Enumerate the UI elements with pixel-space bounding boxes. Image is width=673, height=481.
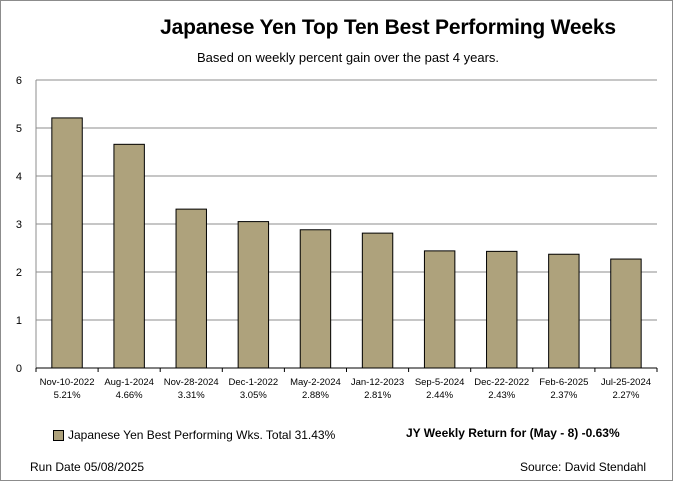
bar: [51, 117, 83, 369]
source-credit: Source: David Stendahl: [520, 460, 647, 474]
bar: [237, 221, 270, 369]
bar: [361, 232, 394, 369]
run-date: Run Date 05/08/2025: [30, 460, 145, 474]
y-tick-label: 6: [16, 75, 22, 87]
x-tick-label: Dec-22-2022: [474, 377, 529, 388]
x-tick-label: Aug-1-2024: [104, 377, 154, 388]
data-label: 4.66%: [116, 390, 143, 401]
bar: [548, 253, 580, 369]
data-label: 2.88%: [302, 390, 329, 401]
data-label: 3.05%: [240, 390, 267, 401]
x-tick-label: Nov-10-2022: [40, 377, 95, 388]
legend: Japanese Yen Best Performing Wks. Total …: [53, 428, 335, 442]
data-label: 2.27%: [612, 390, 639, 401]
x-tick-label: Jul-25-2024: [601, 377, 651, 388]
bar: [175, 208, 207, 369]
data-label: 2.37%: [550, 390, 577, 401]
x-tick-label: May-2-2024: [290, 377, 341, 388]
x-tick-label: Dec-1-2022: [229, 377, 279, 388]
bar: [423, 250, 456, 369]
bar: [610, 258, 642, 369]
y-tick-label: 1: [16, 315, 22, 327]
legend-swatch: [53, 429, 64, 441]
bar: [299, 229, 332, 369]
x-tick-label: Feb-6-2025: [539, 377, 588, 388]
bar: [113, 143, 145, 369]
data-label: 2.43%: [488, 390, 515, 401]
y-tick-label: 2: [16, 267, 22, 279]
x-tick-label: Jan-12-2023: [351, 377, 404, 388]
y-tick-label: 5: [16, 123, 22, 135]
x-tick-label: Sep-5-2024: [415, 377, 465, 388]
data-label: 5.21%: [54, 390, 81, 401]
data-label: 3.31%: [178, 390, 205, 401]
y-tick-label: 3: [16, 219, 22, 231]
bar: [486, 250, 518, 369]
legend-label: Japanese Yen Best Performing Wks. Total …: [68, 428, 336, 442]
weekly-return-note: JY Weekly Return for (May - 8) -0.63%: [406, 426, 620, 440]
y-tick-label: 0: [16, 363, 22, 375]
chart-title: Japanese Yen Top Ten Best Performing Wee…: [160, 16, 616, 39]
x-tick-label: Nov-28-2024: [164, 377, 219, 388]
data-label: 2.81%: [364, 390, 391, 401]
chart-subtitle: Based on weekly percent gain over the pa…: [196, 50, 500, 65]
y-tick-label: 4: [16, 171, 22, 183]
data-label: 2.44%: [426, 390, 453, 401]
